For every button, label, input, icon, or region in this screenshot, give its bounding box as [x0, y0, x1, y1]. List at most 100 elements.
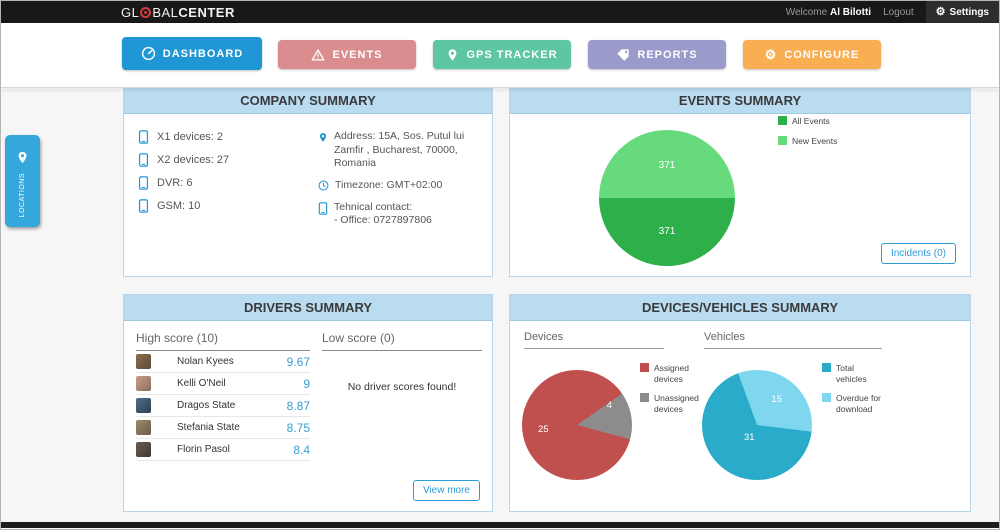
- total-vehicles-value: 31: [744, 432, 755, 443]
- device-count-row: X1 devices: 2: [138, 130, 229, 144]
- device-count-row: X2 devices: 27: [138, 153, 229, 167]
- device-count-row: DVR: 6: [138, 176, 229, 190]
- logout-link[interactable]: Logout: [883, 6, 914, 18]
- driver-row[interactable]: Stefania State 8.75: [136, 417, 310, 439]
- nav-events-button[interactable]: EVENTS: [278, 40, 416, 69]
- main-nav: DASHBOARD EVENTS GPS TRACKER REPORTS ⚙ C…: [1, 23, 999, 88]
- vehicles-subheader: Vehicles: [704, 331, 882, 349]
- no-driver-scores-message: No driver scores found!: [347, 381, 457, 393]
- company-summary-card: COMPANY SUMMARY X1 devices: 2 X2 devices…: [123, 87, 493, 277]
- device-icon: [138, 199, 149, 213]
- logo-text-bal: BAL: [152, 4, 179, 20]
- nav-gps-tracker-button[interactable]: GPS TRACKER: [433, 40, 571, 69]
- device-count-label: X2 devices: 27: [157, 154, 230, 166]
- drivers-summary-title: DRIVERS SUMMARY: [124, 295, 492, 321]
- incidents-button[interactable]: Incidents (0): [880, 243, 956, 264]
- nav-gps-tracker-label: GPS TRACKER: [466, 48, 558, 61]
- all-events-swatch: [778, 116, 787, 125]
- device-icon: [138, 130, 149, 144]
- driver-name: Florin Pasol: [177, 444, 230, 455]
- driver-score: 8.75: [286, 420, 310, 435]
- driver-score: 8.4: [293, 442, 310, 457]
- location-pin-icon: [320, 133, 326, 142]
- events-summary-card: EVENTS SUMMARY 371 371 All Events New Ev…: [509, 87, 971, 277]
- company-timezone: Timezone: GMT+02:00: [335, 178, 443, 191]
- driver-avatar: [136, 398, 151, 413]
- driver-avatar: [136, 420, 151, 435]
- driver-row[interactable]: Nolan Kyees 9.67: [136, 351, 310, 373]
- company-address-row: Address: 15A, Sos. Putul lui Zamfir , Bu…: [318, 130, 482, 171]
- unassigned-devices-label: Unassigned devices: [654, 393, 699, 414]
- legend-item-all-events: All Events: [778, 116, 837, 127]
- warning-triangle-icon: [312, 48, 325, 61]
- driver-name: Kelli O'Neil: [177, 378, 226, 389]
- app-logo: GL BAL CENTER: [121, 1, 235, 23]
- company-summary-title: COMPANY SUMMARY: [124, 88, 492, 114]
- company-contact-label: Tehnical contact:: [334, 200, 413, 213]
- driver-name: Stefania State: [177, 422, 240, 433]
- driver-score: 9: [303, 376, 310, 391]
- company-address: Address: 15A, Sos. Putul lui Zamfir , Bu…: [334, 130, 465, 170]
- overdue-vehicles-swatch: [822, 393, 831, 403]
- drivers-summary-card: DRIVERS SUMMARY High score (10) Nolan Ky…: [123, 294, 493, 512]
- tag-icon: [617, 48, 630, 61]
- devices-legend: Assigned devices Unassigned devices: [640, 363, 702, 415]
- low-score-column: Low score (0) No driver scores found!: [322, 331, 482, 393]
- footer-bar: [1, 522, 999, 528]
- overdue-vehicles-value: 15: [771, 394, 782, 405]
- nav-dashboard-button[interactable]: DASHBOARD: [122, 37, 262, 70]
- device-icon: [138, 176, 149, 190]
- company-contact-block: Tehnical contact: - Office: 0727897806: [334, 201, 432, 228]
- company-contact-info: Address: 15A, Sos. Putul lui Zamfir , Bu…: [318, 130, 482, 236]
- locations-side-tab[interactable]: LOCATIONS: [5, 135, 40, 227]
- device-count-label: DVR: 6: [157, 177, 193, 189]
- driver-score: 8.87: [286, 398, 310, 413]
- settings-label: Settings: [949, 6, 989, 18]
- new-events-label: New Events: [792, 135, 838, 146]
- legend-item-new-events: New Events: [778, 135, 838, 147]
- top-bar: GL BAL CENTER Welcome Al Bilotti Logout …: [1, 1, 999, 23]
- legend-item-assigned-devices: Assigned devices: [640, 363, 702, 384]
- locations-tab-label: LOCATIONS: [19, 173, 26, 218]
- driver-name: Dragos State: [177, 400, 236, 411]
- company-device-counts: X1 devices: 2 X2 devices: 27 DVR: 6 GSM:…: [138, 130, 229, 222]
- nav-reports-label: REPORTS: [637, 48, 698, 61]
- low-score-header: Low score (0): [322, 331, 482, 351]
- high-score-header: High score (10): [136, 331, 310, 351]
- total-vehicles-label: Total vehicles: [836, 363, 867, 384]
- device-icon: [138, 153, 149, 167]
- top-bar-right: Welcome Al Bilotti Logout ⚙ Settings: [786, 1, 999, 23]
- driver-avatar: [136, 354, 151, 369]
- user-name: Al Bilotti: [829, 6, 872, 18]
- gear-icon: ⚙: [935, 5, 946, 18]
- map-pin-icon: [449, 48, 457, 61]
- logo-target-dot: [144, 10, 148, 14]
- devices-pie-chart: 25 4: [522, 370, 632, 480]
- assigned-devices-value: 25: [538, 424, 549, 435]
- events-slice-all-value: 371: [658, 226, 676, 237]
- driver-row[interactable]: Dragos State 8.87: [136, 395, 310, 417]
- settings-button[interactable]: ⚙ Settings: [925, 1, 999, 23]
- high-score-column: High score (10) Nolan Kyees 9.67 Kelli O…: [136, 331, 310, 461]
- new-events-swatch: [778, 135, 787, 145]
- driver-name: Nolan Kyees: [177, 356, 234, 367]
- driver-row[interactable]: Kelli O'Neil 9: [136, 373, 310, 395]
- unassigned-devices-swatch: [640, 393, 649, 403]
- welcome-text: Welcome Al Bilotti: [786, 7, 871, 18]
- nav-configure-label: CONFIGURE: [784, 48, 860, 61]
- overdue-vehicles-label: Overdue for download: [836, 393, 881, 414]
- company-contact-row: Tehnical contact: - Office: 0727897806: [318, 201, 482, 228]
- phone-icon: [318, 201, 328, 215]
- view-more-button[interactable]: View more: [412, 480, 480, 501]
- vehicles-pie-chart: 31 15: [702, 370, 812, 480]
- logo-text-gl: GL: [121, 4, 140, 20]
- nav-configure-button[interactable]: ⚙ CONFIGURE: [743, 40, 881, 69]
- logo-target-icon: [140, 6, 152, 18]
- driver-row[interactable]: Florin Pasol 8.4: [136, 439, 310, 461]
- device-count-row: GSM: 10: [138, 199, 229, 213]
- assigned-devices-swatch: [640, 363, 649, 372]
- devices-subheader: Devices: [524, 331, 664, 349]
- nav-events-label: EVENTS: [332, 48, 383, 61]
- company-timezone-row: Timezone: GMT+02:00: [318, 179, 482, 193]
- nav-reports-button[interactable]: REPORTS: [588, 40, 726, 69]
